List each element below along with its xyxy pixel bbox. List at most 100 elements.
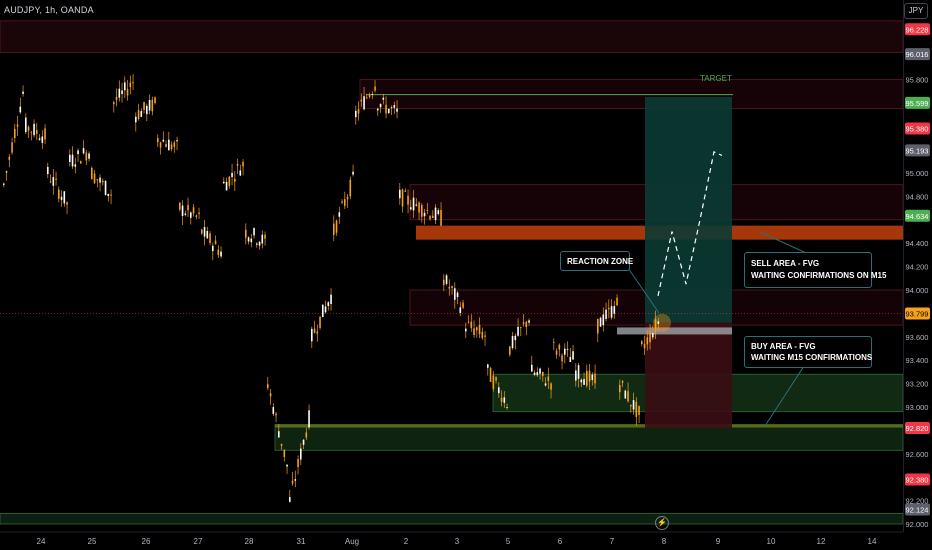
candle [500, 390, 503, 407]
candle [542, 371, 544, 382]
candle [14, 123, 16, 143]
candle [264, 231, 266, 246]
candle [214, 235, 217, 245]
projection-path [657, 151, 723, 296]
candle [363, 86, 365, 111]
candle [269, 388, 272, 405]
candle [492, 371, 495, 392]
candle [605, 302, 607, 322]
candle [440, 202, 442, 227]
candle [377, 107, 379, 116]
candle [451, 285, 453, 295]
candle [531, 355, 533, 372]
candle [140, 108, 143, 117]
axis-separator [903, 0, 904, 532]
candle [272, 403, 275, 416]
candle [181, 200, 184, 225]
lightning-icon[interactable]: ⚡ [655, 516, 669, 530]
candle [187, 197, 189, 217]
candle [423, 208, 426, 225]
candle [608, 299, 610, 319]
price-tick-label: 95.599 [906, 99, 929, 108]
candle [242, 159, 244, 176]
candle [52, 169, 55, 195]
candle [58, 186, 60, 203]
candle [481, 327, 484, 340]
currency-button[interactable]: JPY [904, 3, 928, 19]
candle [528, 318, 530, 326]
time-tick-label: 7 [610, 537, 615, 546]
candle [55, 171, 57, 186]
buy-area-edge [275, 424, 903, 428]
candle [146, 103, 148, 122]
candle [632, 392, 635, 415]
candle [412, 190, 415, 218]
candle [415, 198, 418, 207]
candle [586, 364, 588, 388]
time-tick-label: Aug [345, 537, 359, 546]
target-label: TARGET [700, 74, 732, 83]
candle [462, 299, 464, 310]
price-tick-label: 92.124 [906, 505, 929, 514]
price-tick-label: 96.016 [906, 50, 929, 59]
candle [561, 353, 563, 370]
candle [47, 162, 49, 179]
candle [159, 141, 162, 155]
candle [558, 343, 561, 357]
candle [333, 215, 335, 242]
buy-area-zone [274, 424, 904, 451]
time-tick-label: 31 [297, 537, 306, 546]
candle [368, 92, 371, 99]
candle [503, 391, 506, 408]
candle [355, 105, 357, 125]
candle [280, 443, 283, 451]
time-tick-label: 2 [404, 537, 409, 546]
candle [421, 203, 423, 223]
candle [382, 93, 385, 105]
candle [168, 131, 170, 151]
candle [173, 140, 176, 153]
target-zone [645, 96, 732, 323]
candle [619, 379, 621, 400]
candle [225, 177, 228, 191]
candle [338, 206, 341, 224]
candle [74, 157, 77, 174]
candle [498, 382, 500, 398]
candle [283, 449, 286, 462]
candle [456, 290, 459, 305]
candle [366, 93, 368, 100]
candle [575, 363, 577, 387]
candle [30, 130, 33, 141]
candle [77, 148, 79, 162]
price-tag [905, 122, 930, 135]
candle [495, 376, 497, 384]
reaction-zone-callout: REACTION ZONE [560, 251, 634, 271]
candle [379, 103, 382, 113]
candle [591, 372, 594, 386]
reaction-zone-label: REACTION ZONE [567, 257, 634, 266]
candle [410, 199, 412, 211]
candle [137, 103, 140, 121]
candle [602, 307, 605, 332]
candle [319, 316, 321, 330]
time-tick-label: 10 [767, 537, 776, 546]
candle [107, 193, 110, 202]
candle [132, 73, 134, 91]
time-tick-label: 28 [245, 537, 254, 546]
sell-area-label: SELL AREA - FVG [751, 259, 820, 268]
candle [467, 315, 470, 324]
price-tag [905, 23, 930, 36]
candle [401, 188, 404, 213]
candle [371, 91, 374, 99]
candle [448, 279, 451, 296]
candle [520, 326, 522, 337]
reaction-point [653, 313, 671, 332]
price-tag [905, 473, 930, 486]
candle [550, 382, 552, 399]
resistance-zone-high [359, 78, 904, 110]
candle [511, 331, 514, 350]
candle [206, 226, 209, 240]
price-tick-label: 93.600 [906, 333, 929, 342]
candle [399, 183, 401, 205]
